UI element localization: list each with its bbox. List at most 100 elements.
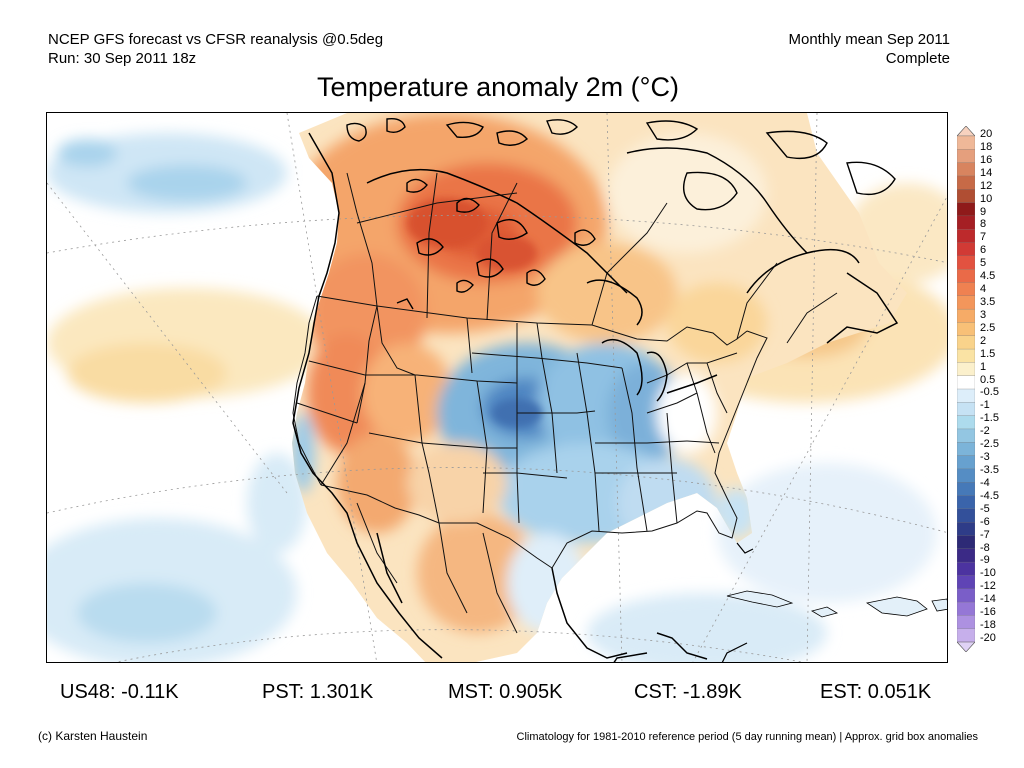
colorbar-label: 1: [980, 360, 987, 373]
colorbar-label: 10: [980, 192, 993, 205]
run-time: Run: 30 Sep 2011 18z: [48, 50, 197, 67]
colorbar-label: -2.5: [980, 438, 999, 451]
colorbar-swatch: [956, 255, 976, 270]
gulf-coast-keys: [721, 542, 754, 662]
colorbar-swatch: [956, 508, 976, 523]
colorbar-label: -18: [980, 619, 996, 632]
period-label: Monthly mean Sep 2011: [788, 31, 951, 48]
map-title: Temperature anomaly 2m (°C): [317, 72, 679, 102]
colorbar-label: -12: [980, 580, 996, 593]
colorbar-label: -3: [980, 451, 990, 464]
stat-us48: US48: -0.11K: [60, 681, 179, 703]
colorbar-cap-top: [956, 125, 976, 137]
colorbar-swatch: [956, 428, 976, 443]
lakes-and-islands: [346, 117, 896, 310]
colorbar-label: -2: [980, 425, 990, 438]
colorbar-swatch: [956, 229, 976, 243]
colorbar-swatch: [956, 269, 976, 283]
stat-est: EST: 0.051K: [820, 681, 932, 703]
colorbar-label: 1.5: [980, 347, 996, 360]
completion-status: Complete: [885, 50, 950, 67]
colorbar-label: 4.5: [980, 270, 996, 283]
colorbar-label: -4: [980, 476, 990, 489]
colorbar-swatch: [956, 468, 976, 483]
colorbar-label: -8: [980, 541, 990, 554]
colorbar-label: 6: [980, 244, 987, 257]
colorbar-swatch: [956, 149, 976, 164]
colorbar-label: 2.5: [980, 321, 996, 334]
coastlines: [292, 132, 899, 662]
colorbar-label: 12: [980, 179, 993, 192]
colorbar-label: 18: [980, 140, 993, 153]
colorbar-swatch: [956, 242, 976, 257]
colorbar-label: 20: [980, 128, 993, 140]
colorbar-label: -9: [980, 554, 990, 567]
colorbar-label: -1: [980, 399, 990, 412]
colorbar-swatch: [956, 322, 976, 337]
stat-mst: MST: 0.905K: [448, 681, 563, 703]
colorbar-label: 2: [980, 334, 987, 347]
caribbean-islands: [726, 590, 947, 618]
colorbar-swatch: [956, 335, 976, 350]
colorbar-swatch: [956, 162, 976, 177]
colorbar-label: 4: [980, 283, 987, 296]
colorbar-swatch: [956, 482, 976, 496]
graticule: [47, 113, 947, 662]
colorbar-label: -20: [980, 632, 996, 644]
colorbar-label: 14: [980, 166, 993, 179]
colorbar: [956, 125, 976, 653]
colorbar-label: -4.5: [980, 489, 999, 502]
colorbar-swatch: [956, 135, 976, 150]
colorbar-swatch: [956, 495, 976, 510]
colorbar-label: 8: [980, 218, 987, 231]
colorbar-label: 5: [980, 257, 987, 270]
model-description: NCEP GFS forecast vs CFSR reanalysis @0.…: [48, 31, 384, 48]
colorbar-swatch: [956, 308, 976, 323]
colorbar-label: -6: [980, 515, 990, 528]
colorbar-label: 16: [980, 153, 993, 166]
header-left: NCEP GFS forecast vs CFSR reanalysis @0.…: [48, 30, 383, 68]
colorbar-swatch: [956, 189, 976, 204]
colorbar-swatch: [956, 535, 976, 550]
stat-cst: CST: -1.89K: [634, 681, 742, 703]
colorbar-swatch: [956, 282, 976, 297]
colorbar-label: -7: [980, 528, 990, 541]
colorbar-label: -16: [980, 606, 996, 619]
colorbar-swatch: [956, 415, 976, 430]
colorbar-cap-bottom: [956, 641, 976, 653]
colorbar-swatch: [956, 561, 976, 576]
colorbar-swatch: [956, 442, 976, 457]
colorbar-label: 9: [980, 205, 987, 218]
colorbar-label: 3.5: [980, 296, 996, 308]
colorbar-swatch: [956, 388, 976, 403]
colorbar-swatch: [956, 601, 976, 616]
colorbar-swatch: [956, 615, 976, 630]
colorbar-label: -3.5: [980, 464, 999, 476]
colorbar-label: 3: [980, 308, 987, 321]
colorbar-swatch: [956, 575, 976, 590]
colorbar-swatch: [956, 295, 976, 310]
header-right: Monthly mean Sep 2011 Complete: [789, 30, 951, 68]
colorbar-swatch: [956, 402, 976, 417]
author-credit: (c) Karsten Haustein: [38, 729, 148, 743]
colorbar-swatch: [956, 375, 976, 390]
colorbar-label: 0.5: [980, 373, 996, 386]
colorbar-label: -1.5: [980, 412, 999, 425]
colorbar-label: -0.5: [980, 386, 999, 399]
colorbar-label: -10: [980, 567, 996, 580]
colorbar-swatch: [956, 348, 976, 363]
colorbar-swatch: [956, 455, 976, 470]
colorbar-label: -5: [980, 502, 990, 515]
colorbar-swatch: [956, 588, 976, 603]
colorbar-swatches: [956, 125, 976, 653]
colorbar-swatch: [956, 628, 976, 643]
colorbar-swatch: [956, 202, 976, 217]
political-boundaries: [292, 172, 838, 634]
colorbar-label: -14: [980, 593, 996, 606]
colorbar-swatch: [956, 215, 976, 230]
stat-pst: PST: 1.301K: [262, 681, 374, 703]
climatology-note: Climatology for 1981-2010 reference peri…: [516, 731, 978, 743]
colorbar-swatch: [956, 548, 976, 563]
regional-averages: US48: -0.11K PST: 1.301K MST: 0.905K CST…: [0, 680, 1024, 706]
colorbar-swatch: [956, 362, 976, 377]
